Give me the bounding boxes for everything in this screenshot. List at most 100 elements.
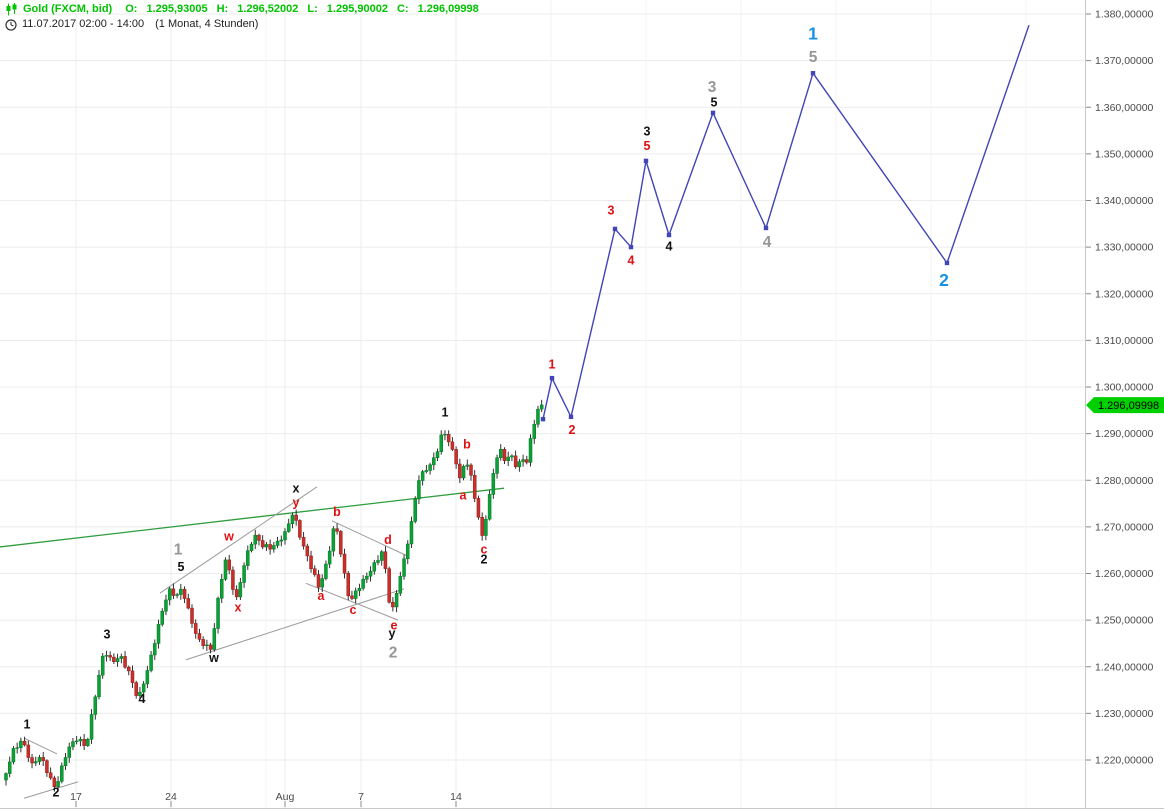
candle-body xyxy=(279,539,284,542)
wave-label-gray-2[interactable]: 2 xyxy=(389,644,398,661)
projection-vertex-dot[interactable] xyxy=(810,71,816,76)
price-axis-label: 1.330,00000 xyxy=(1095,242,1154,254)
candle-body xyxy=(420,471,425,481)
candle-body xyxy=(208,644,213,650)
gray-trendline[interactable] xyxy=(159,486,318,594)
timeframe-value: 11.07.2017 02:00 - 14:00 xyxy=(22,18,145,30)
wave-label-black-5[interactable]: 5 xyxy=(178,560,185,574)
candle-body xyxy=(372,562,377,572)
wave-label-red-b[interactable]: b xyxy=(463,438,471,452)
candle-body xyxy=(298,520,302,538)
candle-body xyxy=(56,781,60,787)
candle-body xyxy=(480,517,484,536)
wave-label-gray-1[interactable]: 1 xyxy=(174,541,183,558)
candle-body xyxy=(60,765,64,782)
wave-label-blue-1[interactable]: 1 xyxy=(808,24,818,44)
candle-body xyxy=(212,628,217,650)
candle-body xyxy=(402,558,406,577)
gray-trendline[interactable] xyxy=(185,588,405,661)
wave-label-black-w[interactable]: w xyxy=(208,651,219,665)
wave-label-red-x[interactable]: x xyxy=(235,600,242,614)
wave-label-red-e[interactable]: e xyxy=(391,618,398,632)
wave-label-red-4[interactable]: 4 xyxy=(628,253,635,267)
projection-vertex-dot[interactable] xyxy=(568,414,574,420)
candle-body xyxy=(231,569,235,590)
wave-label-black-3[interactable]: 3 xyxy=(104,627,111,641)
wave-label-black-1[interactable]: 1 xyxy=(442,405,449,419)
candle-body xyxy=(406,543,410,559)
wave-label-gray-5[interactable]: 5 xyxy=(809,49,818,66)
wave-label-black-2[interactable]: 2 xyxy=(53,785,60,799)
wave-label-red-c[interactable]: c xyxy=(481,542,488,556)
wave-label-black-2[interactable]: 2 xyxy=(481,552,488,566)
price-axis-label: 1.300,00000 xyxy=(1095,382,1154,394)
projection-vertex-dot[interactable] xyxy=(763,225,769,231)
wave-label-red-y[interactable]: y xyxy=(293,495,300,509)
projection-vertex-dot[interactable] xyxy=(540,416,546,422)
candle-body xyxy=(525,459,529,463)
candle-body xyxy=(45,760,49,774)
candle-body xyxy=(446,434,451,443)
candle-body xyxy=(257,534,261,541)
projection-vertex-dot[interactable] xyxy=(549,375,555,381)
time-axis-label-7: 7 xyxy=(358,791,364,803)
wave-label-red-b[interactable]: b xyxy=(333,505,341,519)
gray-trendline[interactable] xyxy=(305,582,399,621)
wave-label-black-4[interactable]: 4 xyxy=(666,239,673,253)
gray-trendline[interactable] xyxy=(331,520,409,557)
wave-label-red-3[interactable]: 3 xyxy=(608,204,615,218)
candle-body xyxy=(376,560,380,563)
wave-label-red-c[interactable]: c xyxy=(350,603,357,617)
wave-label-black-5[interactable]: 5 xyxy=(711,95,718,109)
candle-body xyxy=(532,424,536,439)
wave-label-red-d[interactable]: d xyxy=(384,533,392,547)
wave-label-blue-2[interactable]: 2 xyxy=(939,270,949,290)
wave-label-gray-4[interactable]: 4 xyxy=(763,234,772,251)
projection-vertex-dot[interactable] xyxy=(628,244,634,250)
price-axis-label: 1.240,00000 xyxy=(1095,661,1154,673)
price-axis-label: 1.280,00000 xyxy=(1095,475,1154,487)
projection-vertex-dot[interactable] xyxy=(944,260,950,266)
candle-body xyxy=(119,656,124,659)
wave-label-red-5[interactable]: 5 xyxy=(644,139,651,153)
candle-body xyxy=(171,588,176,596)
candle-body xyxy=(216,597,220,629)
open-label: O: xyxy=(125,3,138,15)
candle-body xyxy=(93,696,98,715)
candle-body xyxy=(134,682,138,696)
candle-body xyxy=(26,744,31,758)
projection-path[interactable] xyxy=(542,24,1030,420)
period-note: (1 Monat, 4 Stunden) xyxy=(155,18,259,30)
wave-label-red-w[interactable]: w xyxy=(223,529,234,543)
symbol-name: Gold (FXCM, bid) xyxy=(23,3,113,15)
candle-body xyxy=(506,456,510,461)
candle-body xyxy=(197,633,202,640)
wave-label-red-1[interactable]: 1 xyxy=(549,357,556,371)
candle-body xyxy=(346,572,350,597)
wave-label-red-a[interactable]: a xyxy=(460,488,468,502)
candle-body xyxy=(89,714,94,740)
wave-label-red-a[interactable]: a xyxy=(318,589,326,603)
projection-vertex-dot[interactable] xyxy=(710,110,716,116)
wave-label-red-2[interactable]: 2 xyxy=(569,423,576,437)
gray-trendline[interactable] xyxy=(23,737,58,755)
wave-label-black-x[interactable]: x xyxy=(293,481,300,495)
candle-body xyxy=(253,534,257,545)
candle-body xyxy=(272,545,276,550)
gray-trendline[interactable] xyxy=(23,781,79,799)
wave-label-black-3[interactable]: 3 xyxy=(644,124,651,138)
candle-body xyxy=(156,624,161,644)
wave-label-black-y[interactable]: y xyxy=(389,626,396,640)
wave-label-black-4[interactable]: 4 xyxy=(139,692,146,706)
wave-projection-line[interactable] xyxy=(540,24,1030,422)
price-axis-label: 1.350,00000 xyxy=(1095,148,1154,160)
candlestick-chart-icon xyxy=(6,3,17,16)
wave-label-gray-3[interactable]: 3 xyxy=(708,79,717,96)
wave-label-black-1[interactable]: 1 xyxy=(24,717,31,731)
projection-vertex-dot[interactable] xyxy=(666,232,672,238)
projection-vertex-dot[interactable] xyxy=(643,158,649,164)
projection-vertex-dot[interactable] xyxy=(612,226,618,232)
last-price-value: 1.296,09998 xyxy=(1098,400,1159,412)
candle-body xyxy=(487,494,492,520)
